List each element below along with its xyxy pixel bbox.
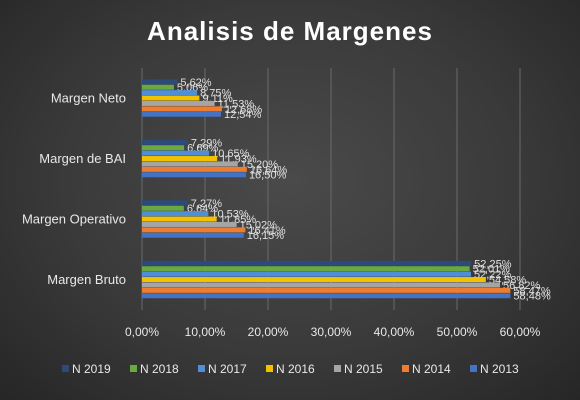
bar [142,111,222,117]
x-tick-label: 10,00% [185,325,226,339]
bar [142,221,237,227]
bar [142,100,215,106]
legend-label: N 2019 [72,362,111,376]
bar [142,232,244,238]
data-label: 16,64% [250,164,288,176]
bar [142,156,218,162]
legend-label: N 2015 [344,362,383,376]
legend-label: N 2017 [208,362,247,376]
category-label: Margen Operativo [22,211,126,226]
legend-label: N 2016 [276,362,315,376]
data-label: 10,53% [211,209,249,221]
bar [142,145,185,151]
bar [142,211,209,217]
data-label: 52,25% [474,258,512,270]
legend-swatch [334,365,341,372]
x-tick-label: 50,00% [437,325,478,339]
bar [142,293,511,299]
data-label: 58,47% [513,285,551,297]
legend-label: N 2014 [412,362,451,376]
bar [142,84,174,90]
bar [142,106,222,112]
bar [142,205,184,211]
bar [142,139,188,145]
category-label: Margen Neto [51,90,126,105]
bar [142,282,500,288]
x-tick-label: 40,00% [374,325,415,339]
bar [142,90,198,96]
legend-swatch [470,365,477,372]
legend-swatch [198,365,205,372]
data-label: 12,68% [225,104,263,116]
legend-swatch [130,365,137,372]
bar [142,172,246,178]
data-label: 16,50% [249,170,287,182]
bar [142,216,217,222]
legend-swatch [402,365,409,372]
data-label: 10,65% [212,148,250,160]
category-label: Margen de BAI [39,151,126,166]
bar [142,200,188,206]
data-label: 7,29% [191,137,222,149]
legend-label: N 2018 [140,362,179,376]
data-label: 5,62% [180,77,211,89]
data-label: 16,41% [248,225,286,237]
category-label: Margen Bruto [47,272,126,287]
legend-swatch [62,365,69,372]
bar [142,79,178,85]
bar [142,150,210,156]
legend-label: N 2013 [480,362,519,376]
x-tick-label: 60,00% [500,325,541,339]
legend-swatch [266,365,273,372]
bar [142,227,246,233]
x-tick-label: 20,00% [248,325,289,339]
data-label: 16,15% [247,230,285,242]
data-label: 15,20% [241,159,279,171]
bar [142,161,238,167]
bar [142,287,511,293]
bar [142,166,247,172]
bar [142,266,470,272]
data-label: 15,02% [240,219,278,231]
data-label: 52,01% [473,264,511,276]
x-tick-label: 0,00% [125,325,159,339]
data-label: 58,48% [513,291,551,303]
bar [142,260,472,266]
data-label: 7,27% [191,198,222,210]
data-label: 56,82% [503,280,541,292]
bar [142,271,471,277]
x-tick-label: 30,00% [311,325,352,339]
data-label: 8,75% [200,88,231,100]
bar [142,95,200,101]
chart-title: Analisis de Margenes [147,16,433,46]
data-label: 11,53% [218,98,255,110]
data-label: 12,54% [224,109,262,121]
bar [142,277,486,283]
